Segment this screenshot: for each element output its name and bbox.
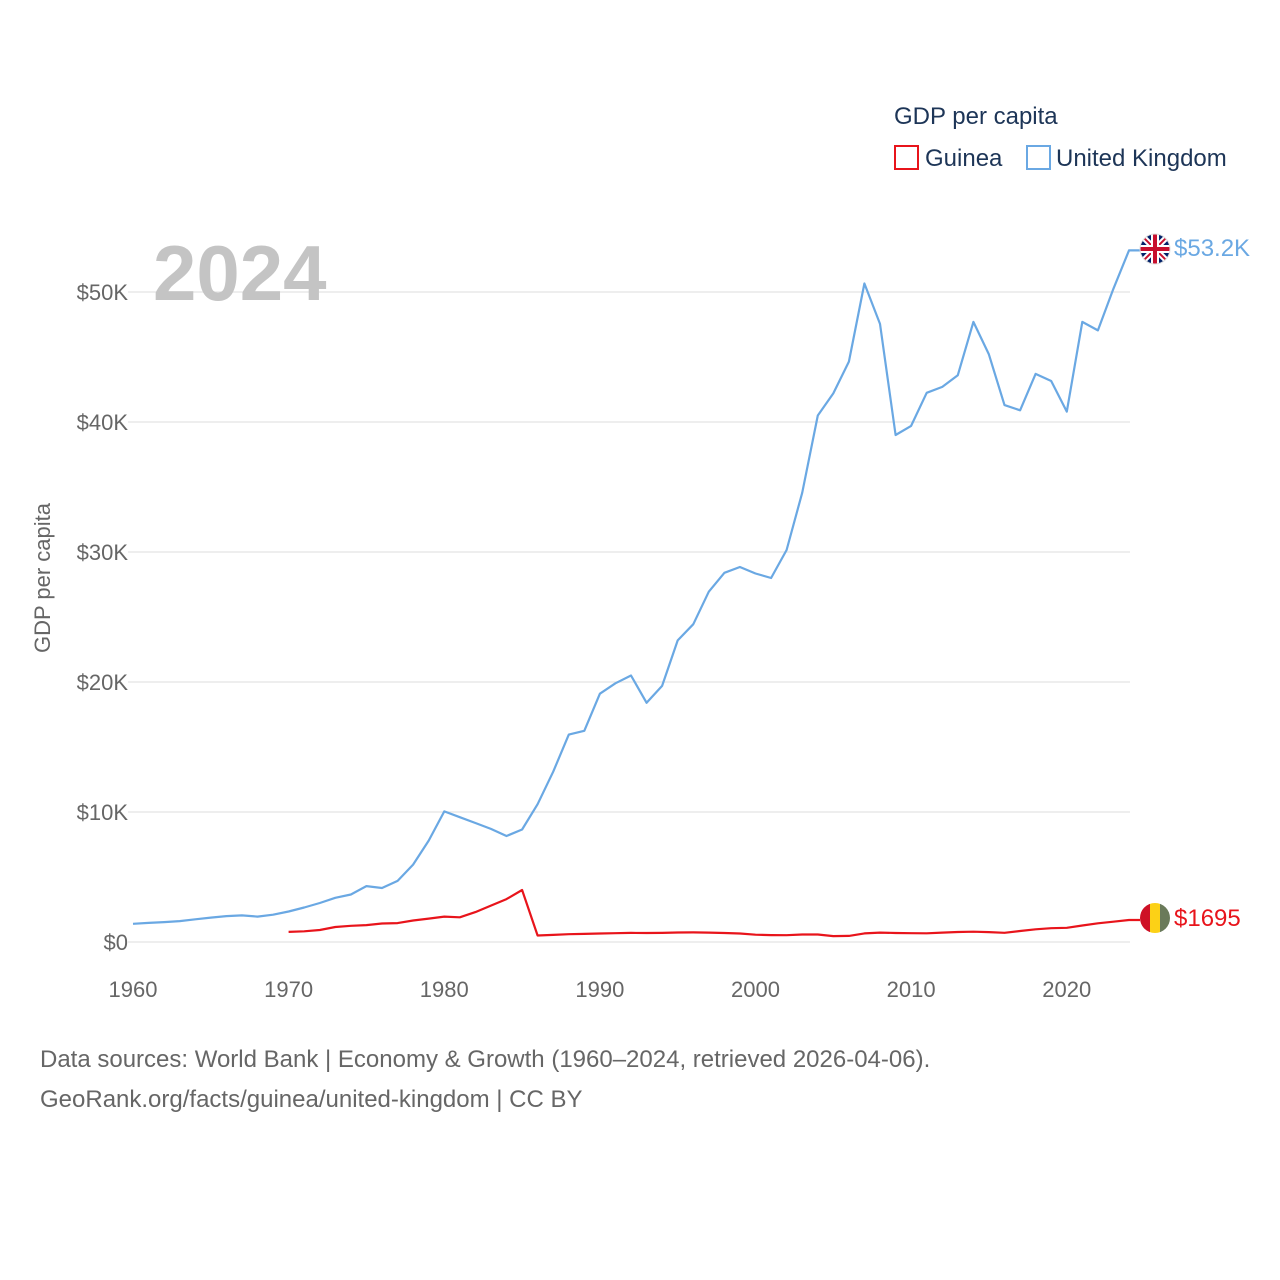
- x-tick-label: 1980: [420, 977, 469, 1002]
- legend-label-guinea[interactable]: Guinea: [925, 145, 1003, 172]
- united-kingdom-end-label: $53.2K: [1174, 235, 1250, 262]
- series-line-united-kingdom[interactable]: [132, 249, 1140, 925]
- legend-label-united-kingdom[interactable]: United Kingdom: [1056, 145, 1227, 172]
- x-tick-label: 2010: [887, 977, 936, 1002]
- y-tick-label: $40K: [77, 410, 129, 435]
- year-watermark: 2024: [153, 229, 327, 317]
- legend-swatch-united-kingdom[interactable]: [1026, 145, 1051, 170]
- x-tick-label: 1970: [264, 977, 313, 1002]
- legend: GDP per capita Guinea United Kingdom: [894, 103, 1227, 172]
- guinea-end-marker: $1695: [1140, 903, 1241, 933]
- y-tick-label: $30K: [77, 540, 129, 565]
- y-tick-label: $20K: [77, 670, 129, 695]
- y-tick-label: $10K: [77, 800, 129, 825]
- x-tick-label: 1960: [109, 977, 158, 1002]
- source-line-1: Data sources: World Bank | Economy & Gro…: [40, 1046, 931, 1073]
- y-axis-label: GDP per capita: [30, 502, 55, 653]
- guinea-end-label: $1695: [1174, 905, 1241, 932]
- gridlines: [128, 291, 1130, 943]
- series-lines: [132, 249, 1140, 938]
- y-tick-label: $50K: [77, 280, 129, 305]
- gdp-line-chart: $0 $10K $20K $30K $40K $50K 1960 1970 1980 1990 2…: [30, 103, 1250, 1002]
- guinea-flag-icon: [1140, 903, 1170, 933]
- series-line-guinea[interactable]: [288, 888, 1140, 938]
- legend-title: GDP per capita: [894, 103, 1058, 130]
- united-kingdom-end-marker: $53.2K: [1139, 233, 1250, 265]
- legend-swatch-guinea[interactable]: [894, 145, 919, 170]
- source-line-2[interactable]: GeoRank.org/facts/guinea/united-kingdom …: [40, 1086, 583, 1113]
- x-tick-label: 1990: [575, 977, 624, 1002]
- united-kingdom-flag-icon: [1139, 233, 1171, 265]
- x-tick-label: 2020: [1042, 977, 1091, 1002]
- y-tick-label: $0: [104, 930, 128, 955]
- source-note: Data sources: World Bank | Economy & Gro…: [40, 1040, 1240, 1120]
- x-tick-label: 2000: [731, 977, 780, 1002]
- y-axis-ticks: $0 $10K $20K $30K $40K $50K: [77, 280, 129, 955]
- x-axis-ticks: 1960 1970 1980 1990 2000 2010 2020: [109, 977, 1092, 1002]
